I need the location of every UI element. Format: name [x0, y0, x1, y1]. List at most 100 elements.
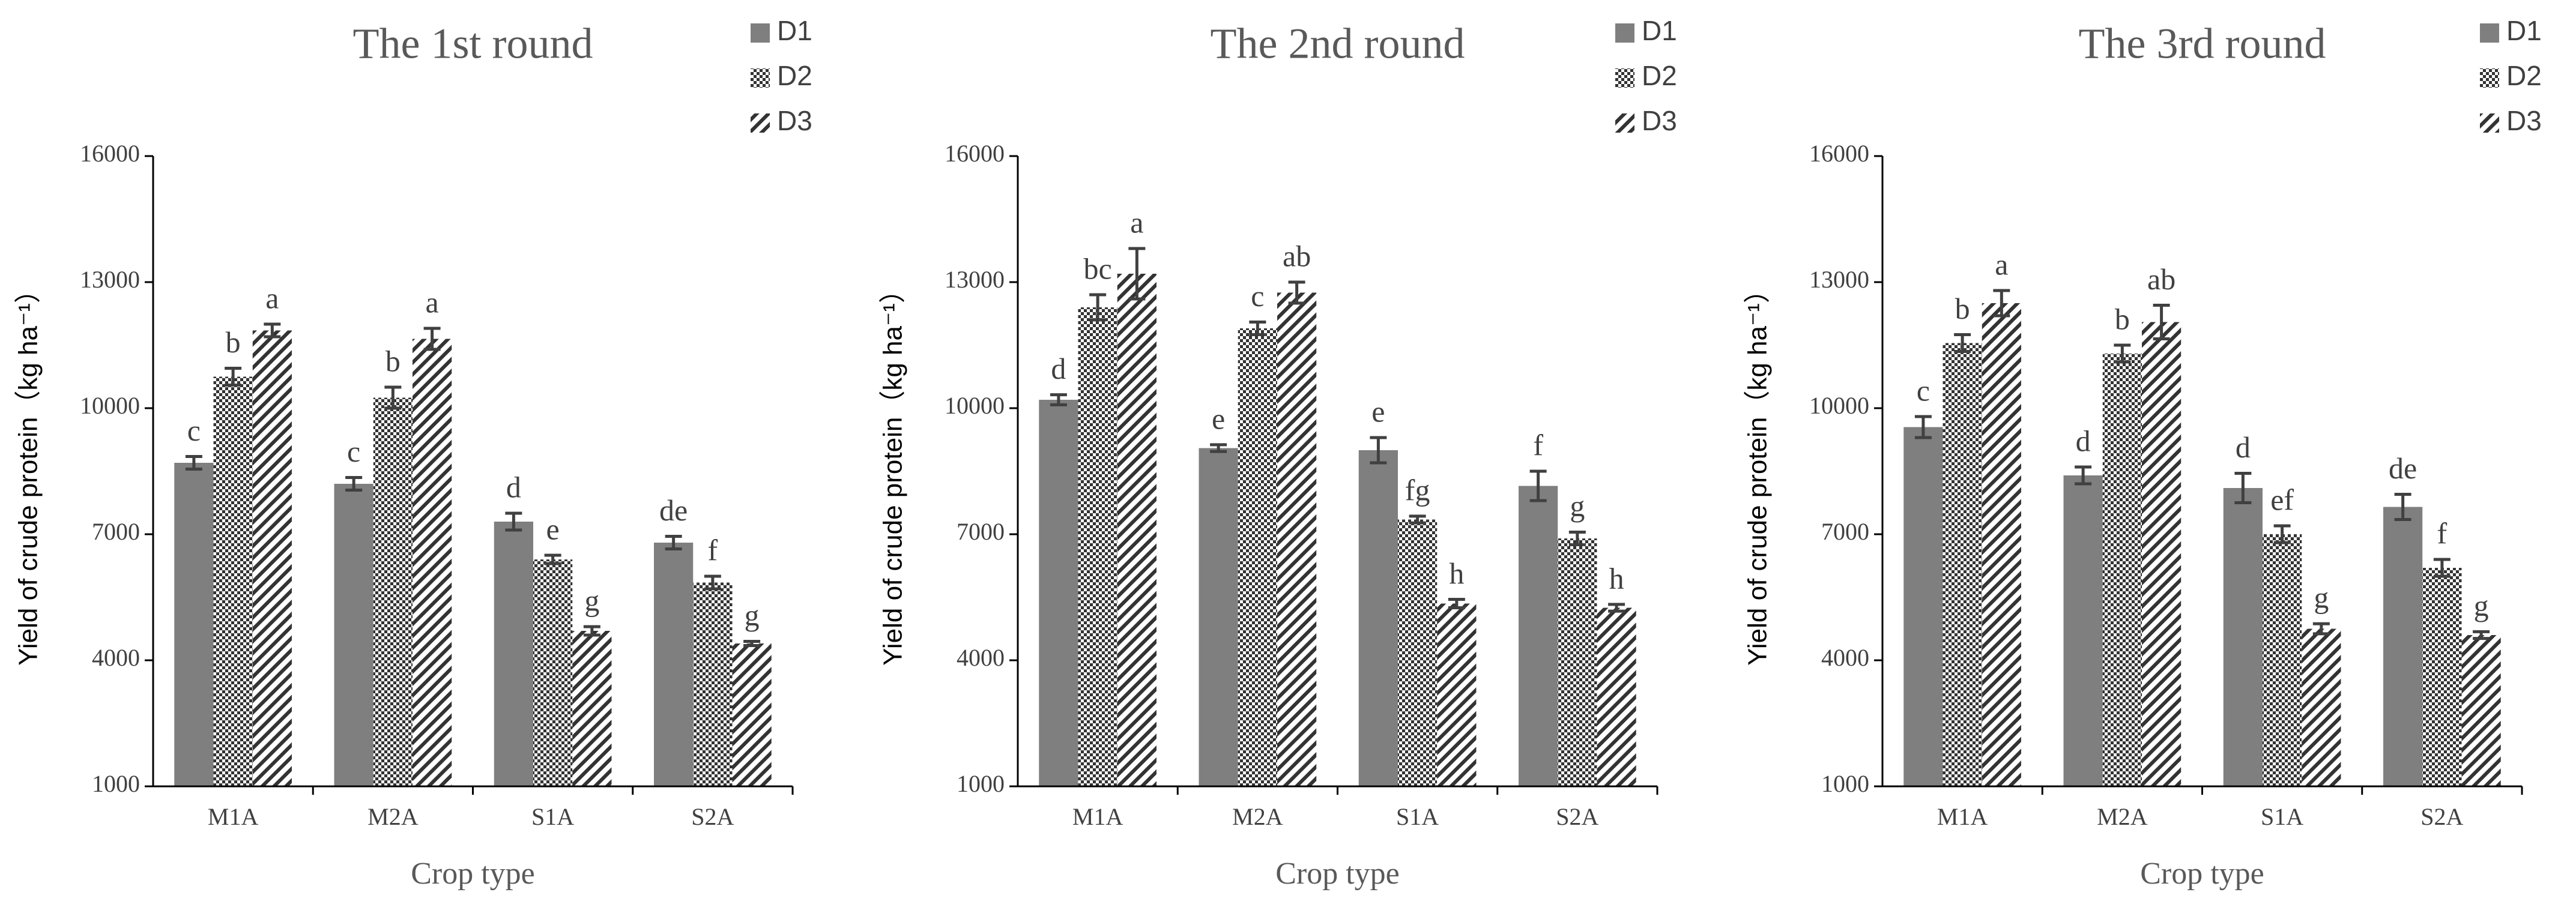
- significance-label: d: [1051, 352, 1066, 385]
- error-bar: [1249, 321, 1266, 336]
- bar: [1943, 343, 1982, 786]
- error-bar: [2473, 630, 2490, 640]
- error-bar: [743, 640, 761, 647]
- x-axis-label: Crop type: [1275, 857, 1400, 891]
- y-tick-label: 1000: [957, 770, 1005, 797]
- bar: [373, 397, 413, 786]
- significance-label: e: [1371, 394, 1385, 428]
- significance-label: h: [1609, 561, 1624, 595]
- bar: [2422, 568, 2462, 786]
- significance-label: ab: [2147, 262, 2175, 296]
- bar: [654, 543, 694, 786]
- significance-label: ef: [2270, 483, 2294, 516]
- x-tick-label: S1A: [1396, 803, 1439, 830]
- significance-label: d: [2076, 424, 2091, 457]
- bar: [1358, 450, 1398, 786]
- y-tick-label: 7000: [92, 518, 140, 545]
- bar: [412, 339, 452, 786]
- error-bar: [2234, 472, 2252, 504]
- y-axis-label: Yield of crude protein（kg ha⁻¹）: [14, 277, 43, 666]
- error-bar: [2075, 465, 2092, 486]
- error-bar: [2153, 304, 2170, 340]
- x-tick-label: M2A: [1232, 803, 1283, 830]
- y-tick-label: 13000: [945, 266, 1005, 293]
- legend-label: D3: [777, 105, 812, 136]
- y-axis-label: Yield of crude protein（kg ha⁻¹）: [878, 277, 908, 666]
- significance-label: b: [385, 344, 401, 378]
- error-bar: [1448, 598, 1465, 609]
- bar: [1398, 519, 1438, 786]
- legend-label: D1: [1642, 15, 1677, 46]
- significance-label: g: [745, 598, 760, 632]
- legend-label: D2: [777, 60, 812, 91]
- y-tick-label: 10000: [945, 392, 1005, 419]
- y-axis-label: Yield of crude protein（kg ha⁻¹）: [1743, 277, 1773, 666]
- bar: [174, 463, 214, 786]
- x-tick-label: S1A: [2261, 803, 2303, 830]
- error-bar: [1529, 469, 1547, 502]
- x-tick-label: S2A: [1556, 803, 1598, 830]
- error-bar: [1914, 415, 1932, 439]
- y-tick-label: 10000: [1809, 392, 1869, 419]
- bar: [693, 582, 733, 786]
- significance-label: g: [2474, 589, 2489, 622]
- bar: [1199, 448, 1238, 786]
- error-bar: [1409, 514, 1426, 525]
- x-tick-label: M2A: [2097, 803, 2148, 830]
- significance-label: e: [1212, 402, 1225, 435]
- error-bar: [583, 625, 600, 637]
- bar: [1039, 400, 1078, 786]
- significance-label: f: [1533, 428, 1543, 462]
- chart-title: The 2nd round: [1211, 20, 1465, 68]
- y-tick-label: 1000: [92, 770, 140, 797]
- bar: [533, 559, 573, 786]
- significance-label: a: [265, 281, 279, 315]
- bar: [1558, 538, 1597, 786]
- legend-swatch: [751, 68, 770, 88]
- bar: [1238, 328, 1277, 786]
- bar: [2383, 507, 2423, 786]
- error-bar: [1210, 443, 1227, 453]
- bar: [732, 643, 772, 786]
- legend-label: D2: [1642, 60, 1677, 91]
- significance-label: g: [2314, 581, 2329, 615]
- error-bar: [2394, 493, 2411, 521]
- significance-label: de: [2389, 451, 2417, 485]
- error-bar: [264, 322, 281, 339]
- bar: [1078, 307, 1117, 786]
- chart-title: The 1st round: [353, 20, 593, 68]
- y-tick-label: 16000: [945, 140, 1005, 167]
- bar: [1277, 292, 1317, 786]
- legend-swatch: [2480, 113, 2499, 133]
- bar: [1437, 603, 1477, 786]
- error-bar: [1050, 393, 1067, 406]
- legend-swatch: [2480, 23, 2499, 43]
- bar: [572, 631, 612, 786]
- significance-label: c: [1917, 373, 1930, 407]
- significance-label: a: [1130, 205, 1143, 239]
- significance-label: g: [1570, 489, 1585, 523]
- error-bar: [1568, 531, 1586, 546]
- error-bar: [345, 476, 363, 492]
- error-bar: [1954, 333, 1971, 353]
- legend-label: D2: [2506, 60, 2542, 91]
- error-bar: [1089, 293, 1107, 322]
- x-tick-label: S2A: [691, 803, 734, 830]
- error-bar: [1128, 247, 1146, 301]
- error-bar: [2273, 524, 2291, 544]
- significance-label: b: [1955, 292, 1970, 325]
- error-bar: [384, 385, 402, 410]
- y-tick-label: 7000: [957, 518, 1005, 545]
- significance-label: de: [659, 493, 688, 527]
- x-tick-label: M1A: [1937, 803, 1988, 830]
- legend-swatch: [751, 23, 770, 43]
- y-tick-label: 7000: [1821, 518, 1869, 545]
- legend-label: D1: [777, 15, 812, 46]
- error-bar: [2114, 343, 2131, 364]
- legend-swatch: [1615, 113, 1634, 133]
- significance-label: c: [187, 414, 201, 447]
- error-bar: [1288, 280, 1305, 305]
- legend-swatch: [1615, 68, 1634, 88]
- bar: [1117, 274, 1156, 786]
